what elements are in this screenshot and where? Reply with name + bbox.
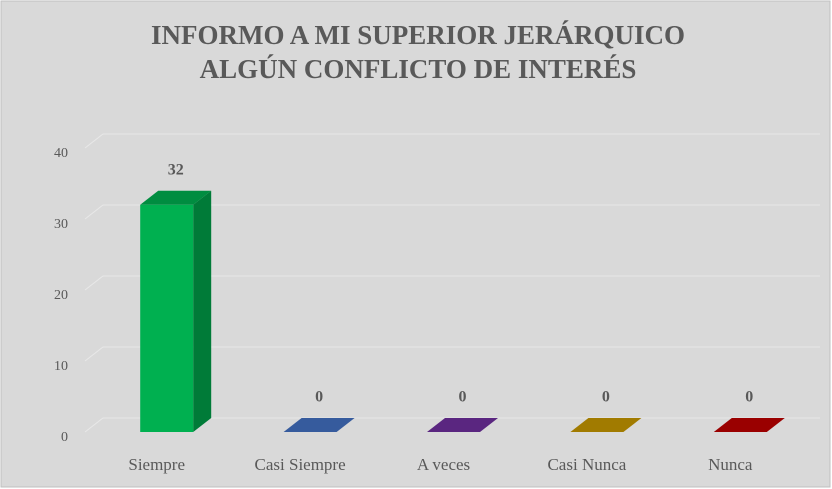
- bar-face: [427, 418, 498, 432]
- y-tick-label: 30: [54, 217, 68, 232]
- grid-line: [84, 133, 820, 149]
- bar-face: [713, 418, 785, 432]
- grid-line: [84, 204, 820, 220]
- y-tick-label: 20: [54, 288, 68, 303]
- y-tick-label: 40: [54, 146, 68, 161]
- chart-title: ALGÚN CONFLICTO DE INTERÉS: [200, 54, 637, 84]
- x-tick-label: A veces: [417, 455, 470, 474]
- bar-face: [570, 418, 642, 432]
- bar: [427, 418, 498, 432]
- data-label: 0: [315, 389, 323, 406]
- grid-line: [84, 346, 820, 362]
- x-tick-label: Casi Nunca: [547, 455, 626, 474]
- x-tick-label: Siempre: [128, 455, 185, 474]
- grid-line: [84, 275, 820, 291]
- bar-face: [283, 418, 355, 432]
- bar-face: [140, 190, 212, 205]
- data-label: 0: [745, 389, 753, 406]
- bar-face: [193, 190, 212, 432]
- y-tick-label: 10: [54, 359, 68, 374]
- chart-title: INFORMO A MI SUPERIOR JERÁRQUICO: [151, 20, 685, 50]
- bar: [570, 418, 642, 432]
- x-tick-label: Nunca: [708, 455, 753, 474]
- x-tick-label: Casi Siempre: [255, 455, 346, 474]
- bar: [713, 418, 785, 432]
- bar: [283, 418, 355, 432]
- bar: [140, 190, 212, 432]
- y-tick-label: 0: [61, 430, 68, 445]
- data-label: 0: [602, 389, 610, 406]
- grid-line: [84, 417, 820, 433]
- data-label: 0: [459, 389, 467, 406]
- bar-face: [140, 204, 194, 432]
- data-label: 32: [168, 161, 184, 178]
